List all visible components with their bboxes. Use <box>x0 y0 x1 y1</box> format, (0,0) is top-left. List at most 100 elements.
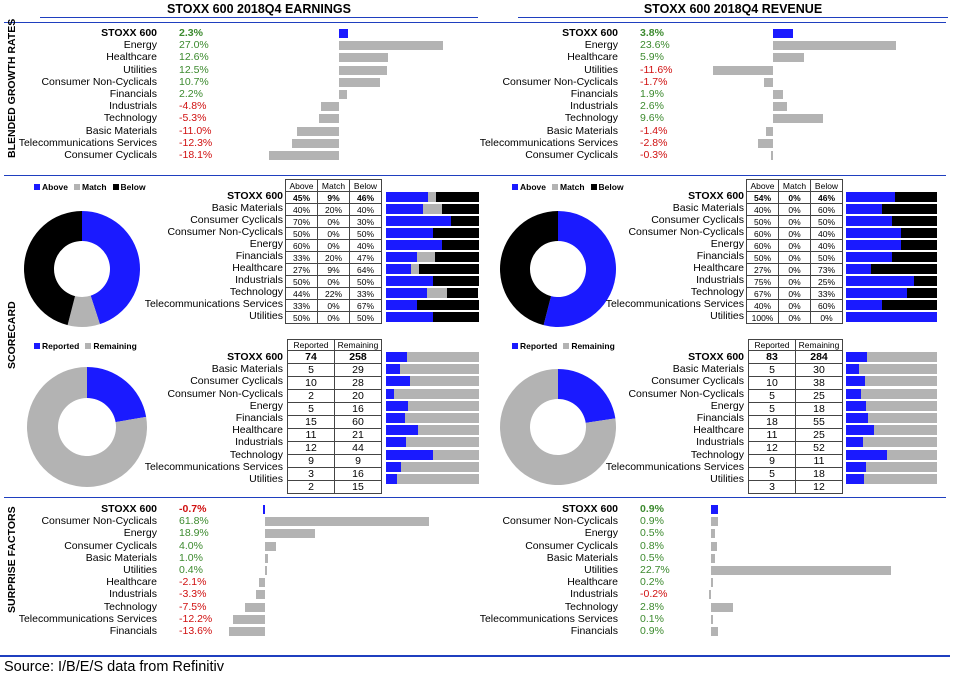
category-label: Telecommunications Services <box>18 612 157 625</box>
category-label: Consumer Cyclicals <box>525 149 618 161</box>
bar-remaining <box>865 461 937 472</box>
cell-reported: 3 <box>287 467 335 481</box>
cell-remaining: 21 <box>334 428 382 442</box>
bar <box>339 65 388 75</box>
bar-reported <box>846 400 866 411</box>
category-label: Consumer Non-Cyclicals <box>628 226 744 238</box>
bar-remaining <box>394 388 479 399</box>
category-label: Utilities <box>123 63 157 76</box>
stacked-bar <box>846 216 937 226</box>
bar-reported <box>386 437 406 448</box>
category-label: Energy <box>710 238 744 250</box>
category-label: Financials <box>696 412 744 424</box>
bar-above <box>386 264 412 274</box>
cell-above: 33% <box>285 299 318 312</box>
stacked-bar <box>386 192 479 202</box>
cell-remaining: 12 <box>795 480 843 494</box>
bar-reported <box>846 364 859 375</box>
donut-slice-above <box>543 211 616 327</box>
data-label: 4.0% <box>179 539 203 552</box>
data-label: -1.7% <box>640 75 668 88</box>
bar-below <box>436 192 479 202</box>
stacked-bar <box>386 400 479 411</box>
header-below: Below <box>349 179 382 192</box>
donut-slice-remaining <box>26 367 147 487</box>
bar-remaining <box>396 474 479 484</box>
header-reported: Reported <box>748 339 796 351</box>
stacked-bar <box>386 228 479 238</box>
category-label: Consumer Non-Cyclicals <box>502 515 618 528</box>
bar-remaining <box>405 437 479 448</box>
cell-above: 100% <box>746 311 779 324</box>
data-label: -2.8% <box>640 136 668 149</box>
bar <box>773 102 787 112</box>
bar-reported <box>386 425 418 436</box>
bar-above <box>846 192 896 202</box>
cell-match: 0% <box>778 275 811 288</box>
bar-remaining <box>406 352 479 362</box>
bar-remaining <box>873 425 937 436</box>
bar-match <box>416 252 436 262</box>
stacked-bar <box>846 300 937 310</box>
data-label: 0.2% <box>640 576 664 589</box>
data-label: -0.2% <box>640 588 668 601</box>
category-label: Technology <box>103 112 157 125</box>
category-label: Financials <box>570 625 618 637</box>
cell-match: 20% <box>317 251 350 264</box>
bar <box>711 553 715 563</box>
side-label-surprise: SURPRISE FACTORS <box>6 506 18 613</box>
cell-below: 50% <box>349 227 382 240</box>
cell-reported: 10 <box>287 376 335 390</box>
category-label: Consumer Cyclicals <box>64 149 157 161</box>
earnings-scorecard-legend: Above Match Below <box>34 182 146 192</box>
bar-above <box>846 228 901 238</box>
bar <box>265 541 276 551</box>
bar-above <box>846 312 937 322</box>
bar-above <box>386 312 433 322</box>
cell-remaining: 25 <box>795 389 843 403</box>
category-label: Telecommunications Services <box>605 460 744 473</box>
side-label-scorecard: SCORECARD <box>6 301 18 369</box>
header-above: Above <box>746 179 779 192</box>
bar <box>296 126 339 136</box>
bar <box>339 29 348 38</box>
cell-above: 40% <box>746 203 779 216</box>
cell-remaining: 258 <box>334 350 382 364</box>
cell-above: 27% <box>285 263 318 276</box>
bar <box>773 41 896 51</box>
data-label: -3.3% <box>179 588 207 601</box>
category-label: Consumer Non-Cyclicals <box>628 387 744 400</box>
stacked-bar <box>386 288 479 298</box>
category-label: Consumer Non-Cyclicals <box>41 75 157 88</box>
data-label: -18.1% <box>179 149 213 161</box>
donut-slice-below <box>500 211 558 326</box>
data-label: -13.6% <box>179 625 213 637</box>
header-below: Below <box>810 179 843 192</box>
bar <box>771 151 773 160</box>
stacked-bar <box>386 425 479 436</box>
stacked-bar <box>386 413 479 423</box>
category-label: Utilities <box>710 473 744 485</box>
legend-below: Below <box>590 182 624 192</box>
cell-match: 0% <box>778 311 811 324</box>
cell-match: 0% <box>778 263 811 276</box>
header-match: Match <box>778 179 811 192</box>
category-label: Utilities <box>249 473 283 485</box>
bar-reported <box>386 400 409 411</box>
bar-above <box>386 300 417 310</box>
stacked-bar <box>386 364 479 375</box>
cell-below: 30% <box>349 215 382 228</box>
cell-below: 50% <box>349 311 382 324</box>
cell-above: 44% <box>285 287 318 300</box>
category-label: Healthcare <box>106 51 157 64</box>
stacked-bar <box>386 204 479 214</box>
bar-match <box>423 204 442 214</box>
category-label: Telecommunications Services <box>144 298 283 310</box>
header-remaining: Remaining <box>795 339 843 351</box>
category-label: Energy <box>249 399 283 412</box>
stacked-bar <box>386 474 479 484</box>
category-label: Energy <box>249 238 283 250</box>
side-label-growth: BLENDED GROWTH RATES <box>6 18 18 158</box>
cell-match: 0% <box>778 215 811 228</box>
header-remaining: Remaining <box>334 339 382 351</box>
